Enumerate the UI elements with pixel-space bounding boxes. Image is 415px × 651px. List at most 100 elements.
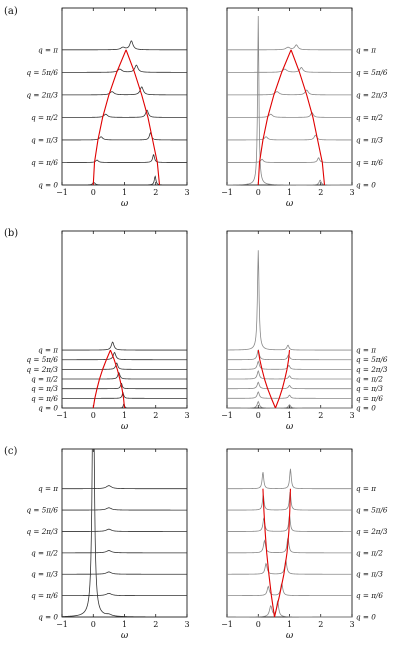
x-tick-label: 2 [153,188,158,197]
spectrum-line [62,154,187,163]
q-label: q = π [356,346,376,355]
q-label: q = π [38,346,58,355]
spectrum-line [227,348,352,361]
spectrum-line [62,362,187,370]
spectrum-line [61,448,187,618]
q-label: q = π/2 [31,375,58,384]
x-tick-label: 3 [184,411,189,420]
x-tick-label: 0 [256,188,261,197]
spectrum-line [227,492,352,511]
x-axis-label: ω [286,199,294,209]
q-label: q = π/3 [31,570,58,579]
q-label: q = π/2 [356,375,383,384]
subplot-right: −1 0 1 2 3ωq = 0q = π/6q = π/3q = π/2q = 2π/… [221,230,388,432]
q-label: q = π [356,45,376,54]
spectrum-line [227,67,352,73]
axes-frame [226,230,353,409]
q-label: q = 5π/6 [27,355,59,364]
spectrum-line [227,370,352,380]
panel-label: (a) [4,6,18,17]
q-label: q = 2π/3 [356,527,388,536]
x-tick-label: 2 [318,188,323,197]
x-tick-label: 3 [349,411,354,420]
dispersion-curve [92,49,127,186]
q-label: q = π/6 [356,158,383,167]
spectrum-line [227,582,352,597]
spectrum-line [62,64,187,73]
subplot-right: −1 0 1 2 3ωq = 0q = π/6q = π/3q = π/2q = 2π/… [221,448,388,641]
q-label: q = π [38,484,58,493]
q-label: q = π [38,45,58,54]
x-tick-label: 3 [349,620,354,629]
x-tick-label: 0 [91,188,96,197]
x-tick-label: 3 [184,620,189,629]
subplot-left: −1 0 1 2 3 ω q = 0 q = π/6 q = π/3 q = π/2 q = 2π/… [27,448,190,641]
axes-frame [61,230,188,409]
x-tick-label: 1 [287,188,292,197]
spectrum-line [62,592,187,597]
spectrum-line [62,485,187,490]
q-label: q = π/2 [356,548,383,557]
spectrum-line [227,559,352,575]
axes-frame [226,7,353,186]
spectrum-line [227,468,352,490]
x-tick-label: 2 [153,411,158,420]
spectrum-line [227,400,352,409]
q-label: q = π [356,484,376,493]
spectrum-line [62,86,187,96]
spectrum-line [227,600,352,618]
dispersion-curve [273,488,291,618]
dispersion-curve [257,349,276,409]
spectrum-line [227,112,352,118]
q-label: q = π/6 [31,394,58,403]
x-tick-label: 1 [122,411,127,420]
spectrum-line [62,351,187,361]
spectrum-line [227,381,352,390]
dispersion-curve [109,349,126,409]
x-tick-label: 1 [287,411,292,420]
spectrum-line [62,372,187,380]
q-label: q = π/3 [31,135,58,144]
q-label: q = 5π/6 [356,506,388,515]
q-label: q = 5π/6 [356,68,388,77]
q-label: q = 0 [356,613,376,622]
q-label: q = 0 [38,613,58,622]
dispersion-curve [262,488,276,618]
spectrum-line [62,40,187,51]
axes-frame [61,7,188,186]
q-label: q = 5π/6 [27,506,59,515]
q-label: q = 5π/6 [356,355,388,364]
x-tick-label: 2 [318,620,323,629]
x-tick-label: −1 [221,188,233,197]
x-tick-label: 3 [349,188,354,197]
dispersion-curve [274,350,291,409]
q-label: q = π/6 [356,394,383,403]
q-label: q = π/2 [31,113,58,122]
q-label: q = 2π/3 [27,365,59,374]
x-tick-label: −1 [56,620,68,629]
q-label: q = 2π/3 [356,90,388,99]
x-axis-label: ω [121,631,129,641]
spectrum-line [62,131,187,141]
q-label: q = 0 [38,181,58,190]
spectrum-line [227,89,352,96]
x-axis-label: ω [121,199,129,209]
q-label: q = 5π/6 [27,68,59,77]
q-label: q = 2π/3 [356,365,388,374]
spectrum-line [227,537,352,554]
q-label: q = π/6 [356,591,383,600]
x-tick-label: −1 [221,620,233,629]
dispersion-curve [290,49,326,186]
spectrum-line [227,16,352,186]
x-tick-label: 1 [122,620,127,629]
x-tick-label: −1 [221,411,233,420]
q-label: q = 0 [38,404,58,413]
spectrum-line [227,44,352,51]
x-tick-label: 1 [122,188,127,197]
spectrum-line [62,507,187,511]
q-label: q = 0 [356,181,376,190]
x-tick-label: −1 [56,188,68,197]
spectrum-line [62,383,187,390]
q-label: q = π/6 [31,158,58,167]
